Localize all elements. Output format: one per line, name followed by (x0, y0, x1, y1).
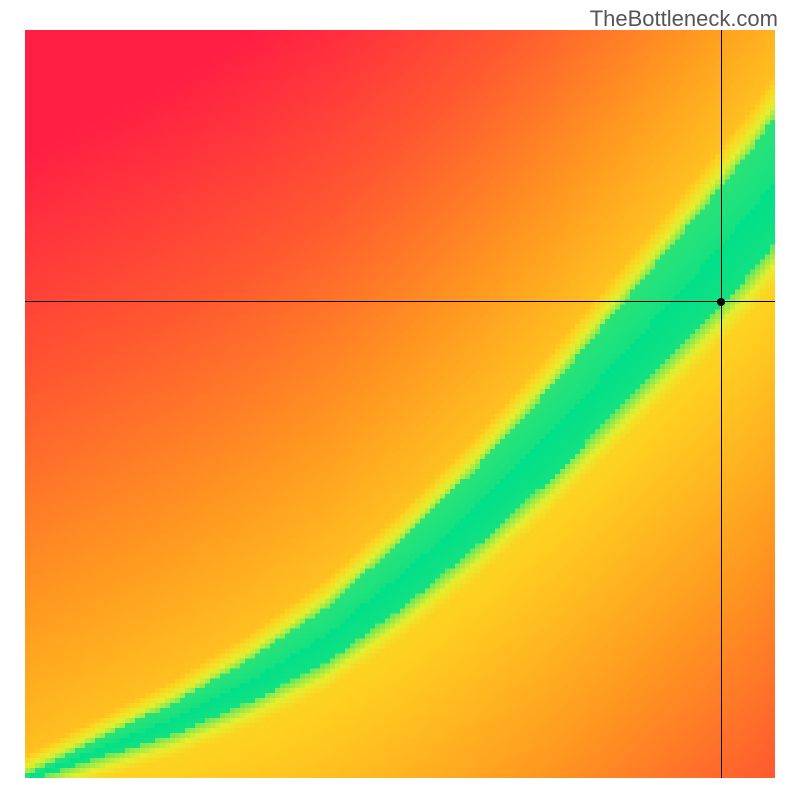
watermark-text: TheBottleneck.com (590, 6, 778, 32)
crosshair-vertical (721, 30, 722, 778)
crosshair-horizontal (25, 301, 775, 302)
selection-marker (717, 298, 725, 306)
chart-container: TheBottleneck.com (0, 0, 800, 800)
bottleneck-heatmap (25, 30, 775, 778)
